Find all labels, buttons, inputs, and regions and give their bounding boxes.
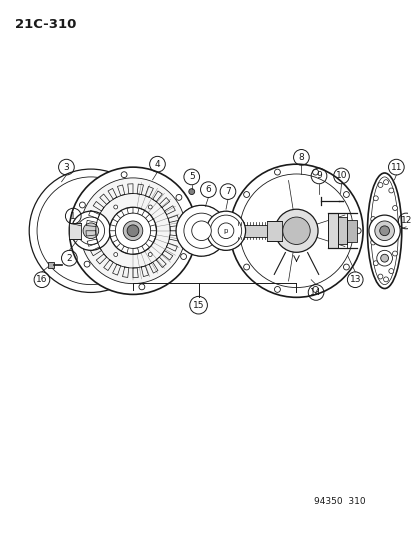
Circle shape (376, 251, 392, 266)
Text: 16: 16 (36, 275, 47, 284)
Circle shape (114, 253, 117, 256)
Text: 12: 12 (399, 216, 411, 225)
Circle shape (343, 191, 349, 197)
Circle shape (380, 254, 387, 262)
Circle shape (393, 228, 398, 233)
Circle shape (373, 196, 377, 201)
Circle shape (370, 216, 375, 222)
Circle shape (139, 284, 145, 290)
Circle shape (188, 189, 194, 195)
Circle shape (176, 205, 226, 256)
Circle shape (243, 264, 249, 270)
Circle shape (69, 167, 196, 294)
Bar (337, 217, 347, 245)
Text: p: p (223, 228, 228, 234)
Circle shape (354, 228, 360, 233)
Circle shape (114, 205, 117, 209)
Circle shape (392, 206, 396, 211)
Circle shape (79, 202, 85, 208)
Text: 4: 4 (154, 160, 160, 168)
Circle shape (71, 211, 110, 251)
Circle shape (123, 221, 142, 240)
Text: 11: 11 (390, 163, 401, 172)
Bar (69, 223, 81, 239)
Circle shape (379, 226, 389, 236)
Text: 7: 7 (225, 187, 230, 196)
Circle shape (191, 221, 211, 240)
Circle shape (282, 217, 309, 245)
Circle shape (370, 240, 375, 245)
Bar (235, 225, 266, 237)
Circle shape (109, 207, 156, 254)
Text: 6: 6 (205, 185, 211, 194)
Circle shape (343, 264, 349, 270)
Circle shape (210, 215, 241, 246)
Text: 14: 14 (310, 288, 321, 297)
Circle shape (231, 228, 237, 233)
Circle shape (29, 169, 152, 293)
Text: 94350  310: 94350 310 (313, 497, 365, 506)
Text: 13: 13 (349, 275, 360, 284)
Circle shape (377, 274, 382, 279)
Circle shape (77, 217, 104, 245)
Circle shape (312, 169, 318, 175)
Text: 21C-310: 21C-310 (14, 18, 76, 31)
Text: 15: 15 (192, 301, 204, 310)
Circle shape (84, 261, 90, 267)
Circle shape (368, 215, 399, 246)
Text: 1: 1 (70, 212, 76, 221)
Text: 9: 9 (316, 172, 321, 181)
Circle shape (183, 213, 218, 248)
Bar (47, 262, 54, 268)
Circle shape (383, 180, 387, 184)
Circle shape (274, 287, 280, 293)
Circle shape (121, 172, 127, 177)
Bar (327, 213, 337, 248)
Circle shape (274, 209, 317, 252)
Circle shape (176, 195, 181, 200)
Circle shape (243, 191, 249, 197)
Circle shape (374, 221, 394, 240)
Ellipse shape (367, 173, 401, 288)
Bar (347, 220, 356, 241)
Circle shape (392, 251, 396, 256)
Circle shape (274, 169, 280, 175)
Circle shape (218, 223, 233, 239)
Text: 5: 5 (188, 172, 194, 181)
Circle shape (80, 178, 185, 284)
Text: 3: 3 (63, 163, 69, 172)
Circle shape (383, 277, 387, 282)
Circle shape (373, 261, 377, 265)
Text: 2: 2 (66, 254, 72, 263)
Circle shape (377, 182, 382, 188)
Circle shape (388, 269, 393, 273)
Circle shape (148, 205, 152, 209)
Circle shape (388, 188, 393, 193)
Circle shape (180, 254, 186, 260)
Circle shape (206, 211, 245, 251)
Circle shape (148, 253, 152, 256)
Circle shape (312, 287, 318, 293)
Circle shape (229, 164, 362, 297)
Text: 10: 10 (335, 172, 347, 181)
Circle shape (115, 213, 150, 248)
Text: 8: 8 (298, 153, 304, 162)
Bar (266, 221, 281, 240)
Circle shape (83, 223, 98, 239)
Circle shape (127, 225, 138, 237)
